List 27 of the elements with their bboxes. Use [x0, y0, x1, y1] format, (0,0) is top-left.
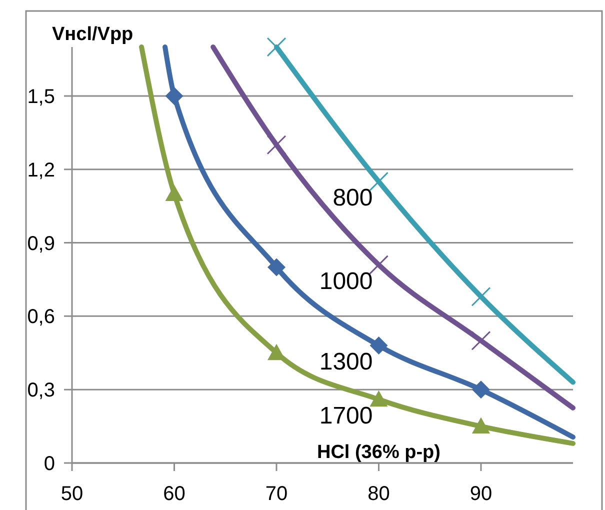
y-tick-label: 0,3	[27, 380, 55, 402]
y-axis-title: Vнcl/Vpp	[52, 24, 134, 45]
point	[471, 286, 491, 306]
point	[370, 390, 388, 407]
x-tick-label: 70	[265, 483, 288, 505]
point	[165, 86, 184, 105]
y-tick-label: 0	[44, 453, 55, 475]
point	[165, 184, 184, 202]
point	[471, 330, 491, 350]
point	[266, 135, 286, 155]
point	[267, 258, 286, 276]
series-label: 1300	[319, 348, 373, 376]
series-label: 800	[332, 184, 373, 212]
y-tick-label: 0,6	[27, 306, 55, 328]
point	[472, 417, 490, 434]
y-tick-label: 1,5	[27, 86, 55, 108]
y-tick-label: 1,2	[27, 159, 55, 182]
series-label: 1000	[319, 268, 373, 295]
point	[472, 380, 490, 399]
series-label: 1700	[319, 402, 373, 430]
point	[266, 37, 286, 57]
x-tick-label: 90	[470, 483, 492, 505]
x-tick-label: 60	[163, 483, 186, 505]
x-tick-label: 80	[368, 483, 390, 505]
y-tick-label: 0,9	[27, 232, 55, 255]
x-tick-label: 50	[60, 483, 84, 505]
x-axis-title: HCl (36% p-p)	[316, 442, 440, 463]
